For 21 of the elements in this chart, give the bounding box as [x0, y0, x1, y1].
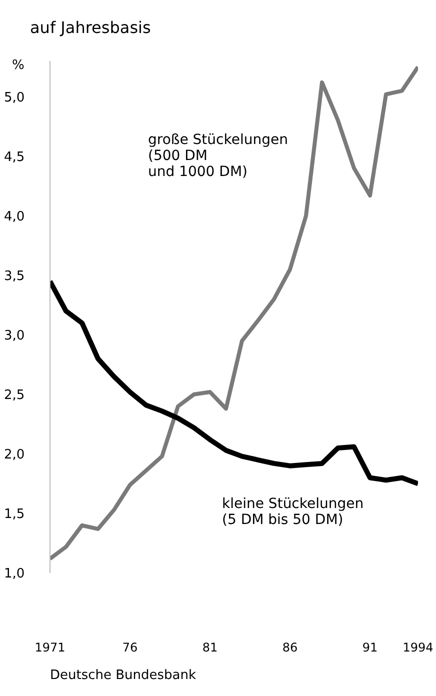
- x-tick-label: 76: [122, 640, 138, 655]
- chart-title: auf Jahresbasis: [30, 18, 151, 37]
- x-tick-label: 81: [202, 640, 218, 655]
- y-tick-label: 1,5: [4, 507, 25, 522]
- y-tick-label: 1,0: [4, 566, 25, 582]
- y-tick-label: 2,0: [4, 448, 25, 463]
- y-tick-label: 3,0: [4, 328, 25, 344]
- x-tick-label: 86: [282, 640, 298, 655]
- x-tick-label: 91: [362, 640, 378, 655]
- y-tick-label: 2,5: [4, 388, 25, 404]
- series-label: kleine Stückelungen (5 DM bis 50 DM): [222, 496, 364, 528]
- line-series: [50, 64, 418, 561]
- text: Deutsche Bundesbank: [50, 668, 196, 683]
- series-label: große Stückelungen (500 DM und 1000 DM): [148, 132, 288, 180]
- y-tick-label: 4,5: [4, 150, 25, 165]
- y-tick-label: 3,5: [4, 268, 25, 284]
- y-tick-label: 5,0: [4, 90, 25, 106]
- y-tick-label: 4,0: [4, 209, 25, 224]
- y-axis-title: %: [12, 58, 24, 73]
- x-tick-label: 1994: [402, 640, 434, 655]
- x-tick-label: 1971: [34, 640, 66, 655]
